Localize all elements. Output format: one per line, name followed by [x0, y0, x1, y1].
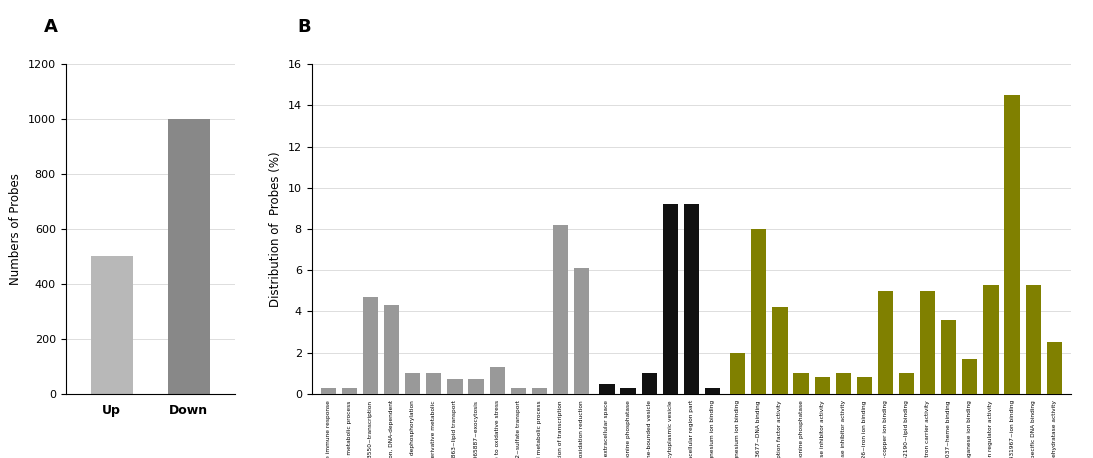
- Bar: [684, 204, 698, 394]
- Bar: [984, 284, 999, 394]
- Bar: [447, 379, 462, 394]
- Bar: [469, 379, 484, 394]
- Bar: [705, 387, 720, 394]
- Bar: [621, 387, 636, 394]
- Bar: [941, 320, 956, 394]
- Bar: [426, 373, 442, 394]
- Bar: [553, 225, 568, 394]
- Bar: [662, 204, 678, 394]
- Bar: [320, 387, 336, 394]
- Bar: [167, 119, 210, 394]
- Bar: [920, 291, 936, 394]
- Bar: [363, 297, 378, 394]
- Text: B: B: [297, 18, 310, 36]
- Bar: [751, 229, 766, 394]
- Bar: [406, 373, 421, 394]
- Bar: [490, 367, 505, 394]
- Bar: [384, 305, 399, 394]
- Bar: [1004, 95, 1020, 394]
- Bar: [91, 256, 133, 394]
- Bar: [1025, 284, 1041, 394]
- Bar: [510, 387, 526, 394]
- Bar: [962, 359, 977, 394]
- Bar: [599, 384, 614, 394]
- Bar: [814, 377, 830, 394]
- Bar: [574, 268, 589, 394]
- Bar: [898, 373, 914, 394]
- Bar: [730, 353, 745, 394]
- Bar: [532, 387, 546, 394]
- Text: A: A: [44, 18, 58, 36]
- Bar: [857, 377, 872, 394]
- Y-axis label: Numbers of Probes: Numbers of Probes: [9, 173, 22, 285]
- Bar: [794, 373, 809, 394]
- Bar: [878, 291, 893, 394]
- Bar: [1047, 343, 1062, 394]
- Bar: [342, 387, 357, 394]
- Bar: [836, 373, 850, 394]
- Y-axis label: Distribution of  Probes (%): Distribution of Probes (%): [269, 151, 282, 307]
- Bar: [773, 307, 788, 394]
- Bar: [642, 373, 657, 394]
